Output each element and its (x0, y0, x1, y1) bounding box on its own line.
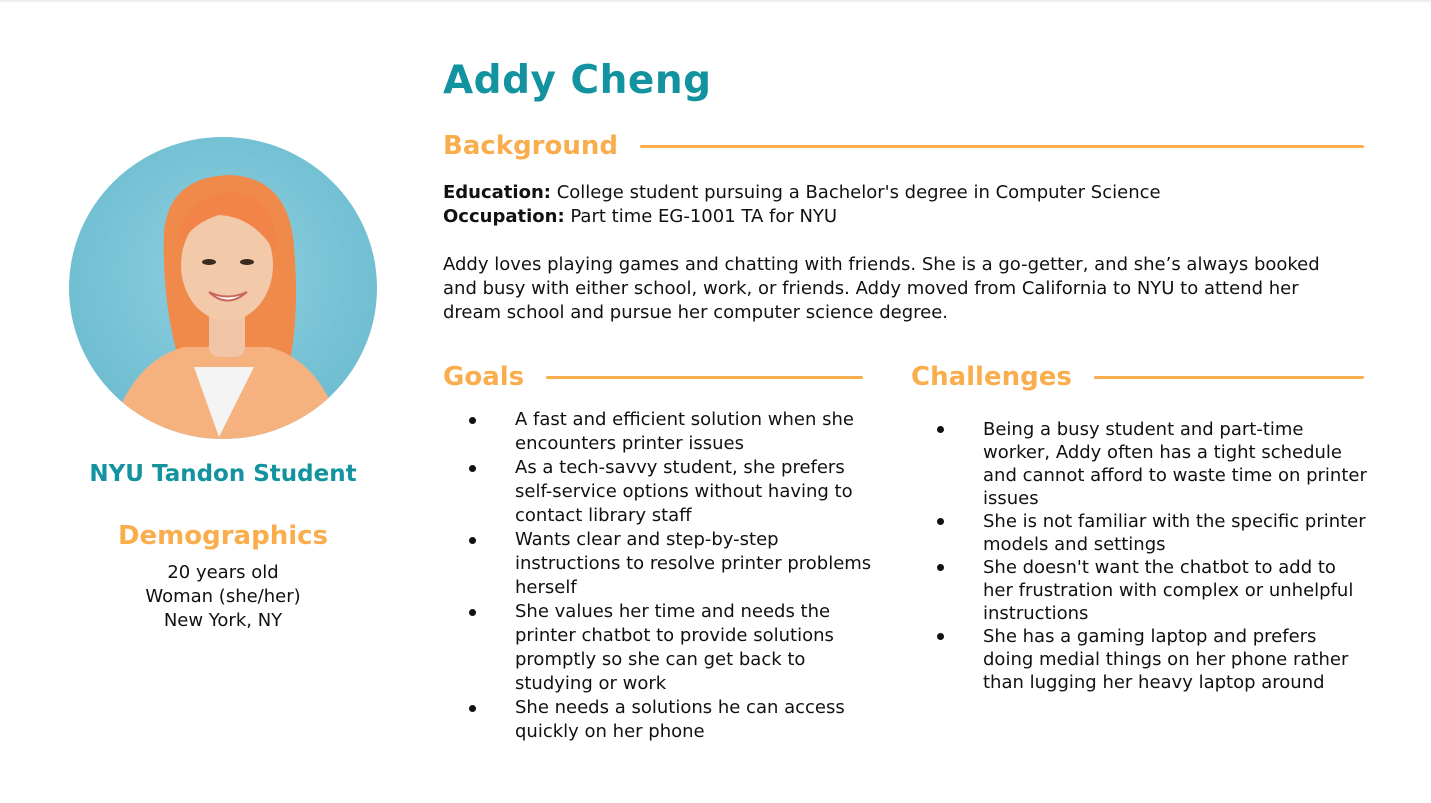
challenges-header: Challenges (911, 362, 1364, 392)
goal-item: As a tech-savvy student, she prefers sel… (443, 456, 883, 528)
challenges-list: Being a busy student and part-time worke… (911, 418, 1371, 694)
challenge-item: Being a busy student and part-time worke… (911, 418, 1371, 510)
persona-name: Addy Cheng (443, 58, 712, 103)
portrait-photo (69, 137, 377, 439)
goals-header: Goals (443, 362, 863, 392)
bullet-icon (469, 465, 476, 472)
occupation-label: Occupation: (443, 206, 565, 227)
background-header: Background (443, 131, 1364, 161)
demographics-heading: Demographics (117, 521, 329, 551)
demographics-list: 20 years old Woman (she/her) New York, N… (0, 561, 446, 633)
challenge-item: She is not familiar with the specific pr… (911, 510, 1371, 556)
challenge-item: She has a gaming laptop and prefers doin… (911, 625, 1371, 694)
bullet-icon (937, 564, 944, 571)
background-bio: Addy loves playing games and chatting wi… (443, 254, 1320, 323)
goals-list: A fast and efficient solution when she e… (443, 408, 883, 744)
goals-heading: Goals (443, 362, 525, 392)
bullet-icon (937, 633, 944, 640)
challenge-item: She doesn't want the chatbot to add to h… (911, 556, 1371, 625)
goal-item: A fast and efficient solution when she e… (443, 408, 883, 456)
challenges-heading: Challenges (911, 362, 1072, 392)
bullet-icon (937, 426, 944, 433)
background-heading: Background (443, 131, 618, 161)
education-label: Education: (443, 182, 551, 203)
bullet-icon (469, 417, 476, 424)
goal-item: She values her time and needs the printe… (443, 600, 883, 696)
background-divider (640, 144, 1364, 148)
bullet-icon (469, 537, 476, 544)
education-line: Education: College student pursuing a Ba… (443, 181, 1373, 205)
goal-item: Wants clear and step-by-step instruction… (443, 528, 883, 600)
education-value: College student pursuing a Bachelor's de… (556, 182, 1161, 203)
demographic-age: 20 years old (167, 562, 279, 583)
bullet-icon (469, 609, 476, 616)
goal-item: She needs a solutions he can access quic… (443, 696, 883, 744)
education-occupation: Education: College student pursuing a Ba… (443, 181, 1373, 229)
bullet-icon (937, 518, 944, 525)
occupation-line: Occupation: Part time EG-1001 TA for NYU (443, 205, 1373, 229)
occupation-value: Part time EG-1001 TA for NYU (570, 206, 838, 227)
persona-role: NYU Tandon Student (89, 461, 357, 487)
demographic-gender: Woman (she/her) (145, 586, 301, 607)
demographic-location: New York, NY (163, 610, 283, 631)
portrait-illustration (109, 175, 344, 439)
goals-divider (546, 375, 863, 379)
bullet-icon (469, 705, 476, 712)
top-divider (0, 0, 1431, 2)
challenges-divider (1093, 375, 1364, 379)
